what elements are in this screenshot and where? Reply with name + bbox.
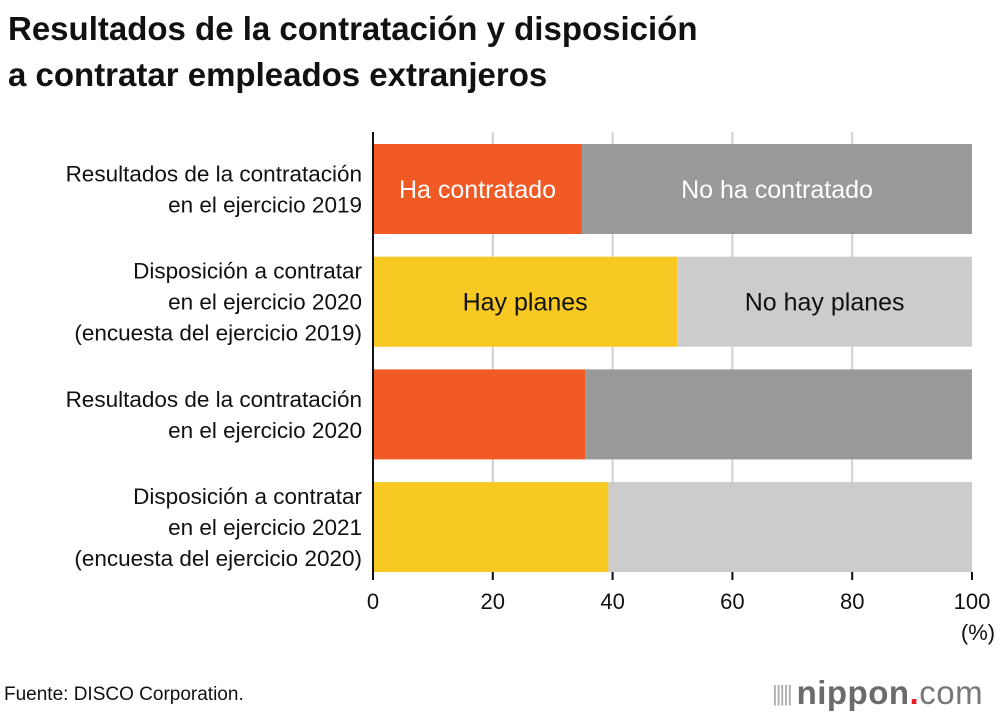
- category-label: en el ejercicio 2020: [168, 290, 362, 315]
- segment-label: Hay planes: [463, 289, 588, 317]
- bar-segment-first: [373, 144, 583, 234]
- nippon-logo: ||||| nippon.com: [772, 674, 984, 711]
- bar-chart: Ha contratado No ha contratado Resultados …: [66, 132, 995, 645]
- x-tick-label: 40: [600, 589, 624, 614]
- category-label: Resultados de la contratación: [66, 387, 362, 412]
- category-label: en el ejercicio 2021: [168, 515, 362, 540]
- category-label: (encuesta del ejercicio 2019): [74, 321, 362, 346]
- category-label: Disposición a contratar: [133, 484, 362, 509]
- bar-segment-first: [373, 369, 586, 460]
- x-tick-label: 80: [840, 589, 864, 614]
- category-label: en el ejercicio 2020: [168, 418, 362, 443]
- category-label: en el ejercicio 2019: [168, 193, 362, 218]
- category-label: (encuesta del ejercicio 2020): [74, 546, 362, 571]
- bar-segment-second: [608, 482, 972, 573]
- segment-label: Ha contratado: [399, 176, 556, 204]
- category-label: Resultados de la contratación: [66, 162, 362, 187]
- bar-segment-first: [373, 482, 609, 573]
- x-tick-label: 0: [367, 589, 379, 614]
- segment-label: No hay planes: [745, 289, 905, 317]
- bar-segment-second: [585, 369, 972, 460]
- x-tick-label: 100: [954, 589, 991, 614]
- source-note: Fuente: DISCO Corporation.: [4, 684, 244, 705]
- x-tick-label: 60: [720, 589, 744, 614]
- segment-label: No ha contratado: [681, 176, 873, 204]
- chart-title: Resultados de la contratación y disposic…: [8, 10, 698, 93]
- bar-segment-second: [582, 144, 972, 234]
- bar-segment-first: [373, 256, 678, 347]
- bar-segment-second: [677, 256, 972, 347]
- category-label: Disposición a contratar: [133, 259, 362, 284]
- logo-bars-icon: |||||: [772, 681, 793, 706]
- x-unit-label: (%): [961, 620, 995, 645]
- x-tick-label: 20: [481, 589, 505, 614]
